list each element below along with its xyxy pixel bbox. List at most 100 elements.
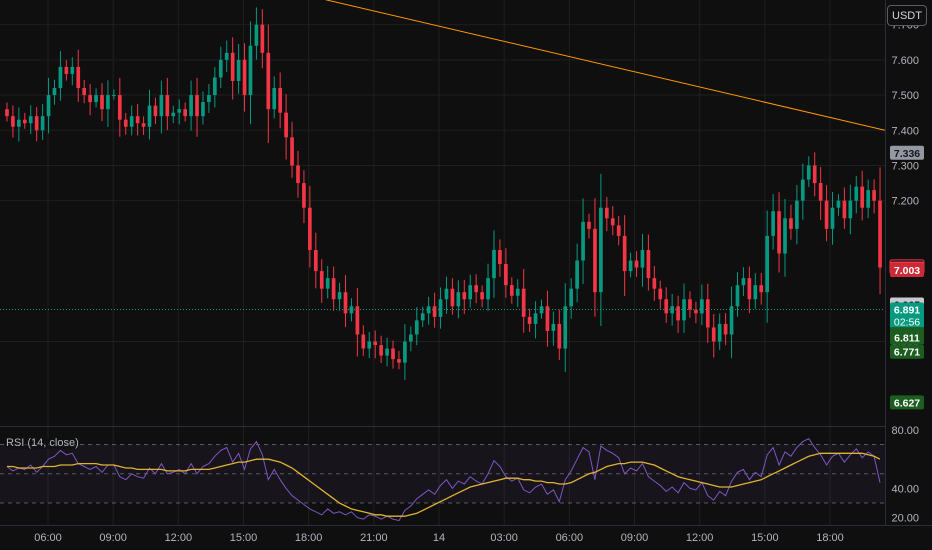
price-tag	[890, 395, 924, 410]
candle-body	[646, 249, 651, 279]
candle-body	[836, 200, 841, 208]
price-tag	[890, 145, 924, 160]
candle-body	[504, 264, 508, 286]
candle-body	[569, 288, 574, 307]
candle-body	[361, 334, 366, 349]
candle-body	[367, 341, 372, 349]
candle-body	[397, 359, 401, 363]
candle-body	[343, 292, 348, 314]
candle-body	[385, 348, 389, 356]
candle-body	[587, 221, 591, 229]
candle-body	[426, 306, 431, 314]
candle-body	[420, 313, 425, 321]
candle-body	[450, 288, 455, 307]
candle-body	[492, 249, 496, 279]
candle-body	[545, 306, 550, 331]
candle-body	[224, 52, 229, 60]
candle-body	[652, 278, 657, 289]
candle-body	[456, 292, 461, 307]
time-tick-label: 03:00	[490, 532, 518, 544]
candle-body	[70, 66, 75, 74]
candle-body	[201, 102, 205, 117]
time-tick-label: 09:00	[99, 532, 127, 544]
candle-body	[468, 285, 473, 300]
candle-body	[325, 278, 330, 289]
candle-body	[848, 200, 853, 219]
candle-body	[480, 292, 484, 300]
candle-body	[153, 105, 158, 117]
candle-body	[830, 207, 835, 229]
candle-body	[771, 211, 775, 236]
price-tick-label: 7.200	[891, 196, 919, 208]
candle-body	[414, 320, 419, 335]
candle-body	[308, 207, 312, 250]
candle-body	[777, 211, 781, 254]
price-tag	[890, 302, 924, 329]
candle-body	[52, 88, 57, 96]
currency-button[interactable]: USDT	[887, 5, 927, 26]
candle-body	[806, 165, 811, 180]
candle-body	[818, 183, 823, 201]
candle-body	[313, 249, 318, 272]
candle-series[interactable]	[5, 7, 882, 380]
candle-body	[694, 309, 698, 314]
candle-body	[22, 119, 27, 124]
candle-body	[408, 334, 413, 342]
candle-body	[189, 95, 193, 117]
price-tick-label: 7.400	[891, 125, 919, 137]
time-tick-label: 12:00	[165, 532, 193, 544]
rsi-indicator-title[interactable]: RSI (14, close)	[6, 437, 79, 449]
candle-body	[171, 112, 176, 117]
candle-body	[230, 52, 235, 81]
candle-body	[604, 207, 609, 219]
candle-body	[88, 95, 92, 103]
candle-body	[391, 348, 395, 360]
candle-body	[207, 95, 211, 103]
candle-body	[521, 288, 526, 317]
candle-body	[403, 341, 407, 363]
rsi-pane[interactable]	[0, 438, 885, 522]
candle-body	[581, 221, 585, 261]
time-tick-label: 09:00	[621, 532, 649, 544]
candle-body	[11, 116, 15, 127]
candle-body	[688, 299, 692, 310]
candle-body	[195, 95, 199, 117]
candle-body	[266, 52, 271, 110]
candle-body	[462, 292, 467, 300]
trend-line[interactable]	[0, 0, 886, 131]
candle-body	[640, 249, 645, 268]
candle-body	[5, 109, 9, 117]
time-tick-label: 21:00	[360, 532, 388, 544]
candle-body	[100, 95, 104, 110]
candle-body	[112, 95, 116, 97]
price-tag-label: 7.003	[894, 265, 920, 277]
candle-body	[557, 323, 562, 349]
time-tick-label: 14	[433, 532, 445, 544]
candle-body	[331, 278, 336, 300]
candle-body	[177, 109, 182, 113]
candle-body	[824, 200, 829, 229]
time-tick-label: 06:00	[34, 532, 62, 544]
candle-body	[76, 66, 81, 89]
candle-body	[575, 260, 579, 289]
candle-body	[444, 288, 449, 300]
candle-body	[759, 285, 764, 293]
time-tick-label: 15:00	[230, 532, 258, 544]
candle-body	[539, 306, 544, 314]
candle-body	[290, 137, 294, 166]
candle-body	[854, 186, 859, 201]
candle-body	[34, 116, 39, 131]
candle-body	[296, 165, 300, 184]
candle-body	[622, 235, 627, 272]
candle-body	[616, 225, 621, 236]
time-tick-label: 06:00	[556, 532, 584, 544]
candle-body	[800, 179, 805, 201]
candle-body	[486, 278, 490, 300]
time-axis[interactable]: 06:00 09:00 12:00 15:00 18:00 21:00 14 03:00 06:…	[34, 532, 844, 544]
candle-body	[498, 249, 502, 265]
candle-body	[379, 345, 383, 356]
candle-body	[278, 88, 283, 113]
candle-body	[741, 278, 746, 286]
candle-body	[213, 77, 217, 96]
